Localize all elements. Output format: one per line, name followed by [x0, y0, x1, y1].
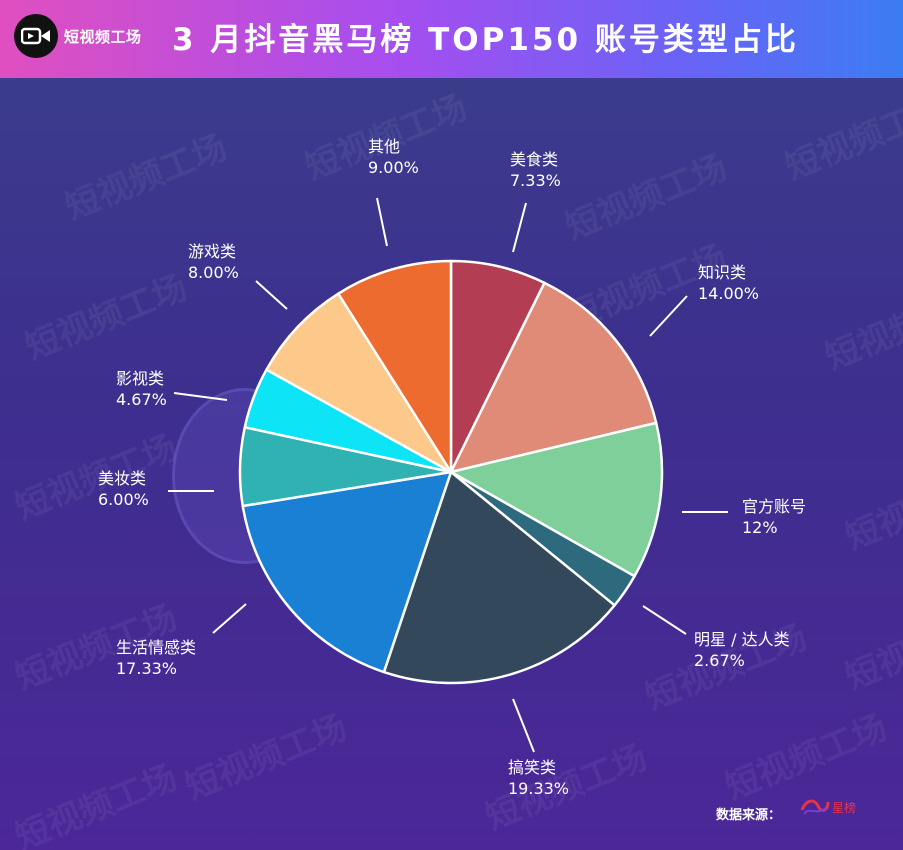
slice-label-2: 官方账号 — [742, 497, 806, 516]
slice-value-0: 7.33% — [510, 171, 561, 190]
source-name: 星榜 — [832, 800, 857, 815]
pie-slice-2 — [449, 421, 664, 578]
leader-line-1 — [649, 295, 688, 337]
leader-line-5 — [212, 603, 247, 634]
pie-slice-4 — [382, 470, 616, 685]
slice-label-1: 知识类 — [698, 263, 746, 282]
slice-label-3: 明星 / 达人类 — [694, 630, 790, 649]
pie-slice-5 — [241, 470, 453, 674]
leader-line-0 — [512, 202, 527, 253]
slice-value-5: 17.33% — [116, 659, 177, 678]
slice-value-9: 9.00% — [368, 158, 419, 177]
leader-line-8 — [255, 280, 288, 310]
slice-label-7: 影视类 — [116, 369, 164, 388]
video-camera-icon — [14, 14, 58, 58]
page-title: 3 月抖音黑马榜 TOP150 账号类型占比 — [172, 22, 799, 58]
leader-line-7 — [173, 392, 228, 401]
slice-value-4: 19.33% — [508, 779, 569, 798]
slice-value-2: 12% — [742, 518, 778, 537]
slice-label-0: 美食类 — [510, 150, 558, 169]
slice-value-8: 8.00% — [188, 263, 239, 282]
pie-slice-8 — [265, 292, 453, 474]
slice-label-4: 搞笑类 — [508, 758, 556, 777]
slice-value-7: 4.67% — [116, 390, 167, 409]
source-label: 数据来源： — [716, 808, 782, 823]
leader-line-3 — [642, 605, 687, 635]
slice-label-6: 美妆类 — [98, 469, 146, 488]
star-ranking-logo-icon — [800, 799, 830, 815]
source-logo: 星榜 — [800, 796, 856, 818]
pie-slice-1 — [449, 281, 658, 474]
slice-label-9: 其他 — [368, 137, 400, 156]
pie-slice-0 — [449, 259, 546, 474]
brand-name: 短视频工场 — [64, 27, 142, 46]
leader-line-4 — [512, 698, 535, 753]
slice-value-6: 6.00% — [98, 490, 149, 509]
header-banner: 短视频工场 3 月抖音黑马榜 TOP150 账号类型占比 — [0, 0, 903, 78]
slice-value-1: 14.00% — [698, 284, 759, 303]
slice-label-8: 游戏类 — [188, 242, 236, 261]
pie-slice-9 — [337, 259, 453, 474]
slice-value-3: 2.67% — [694, 651, 745, 670]
brand-logo: 短视频工场 — [14, 14, 142, 58]
leader-line-9 — [376, 197, 388, 247]
slice-label-5: 生活情感类 — [116, 638, 196, 657]
